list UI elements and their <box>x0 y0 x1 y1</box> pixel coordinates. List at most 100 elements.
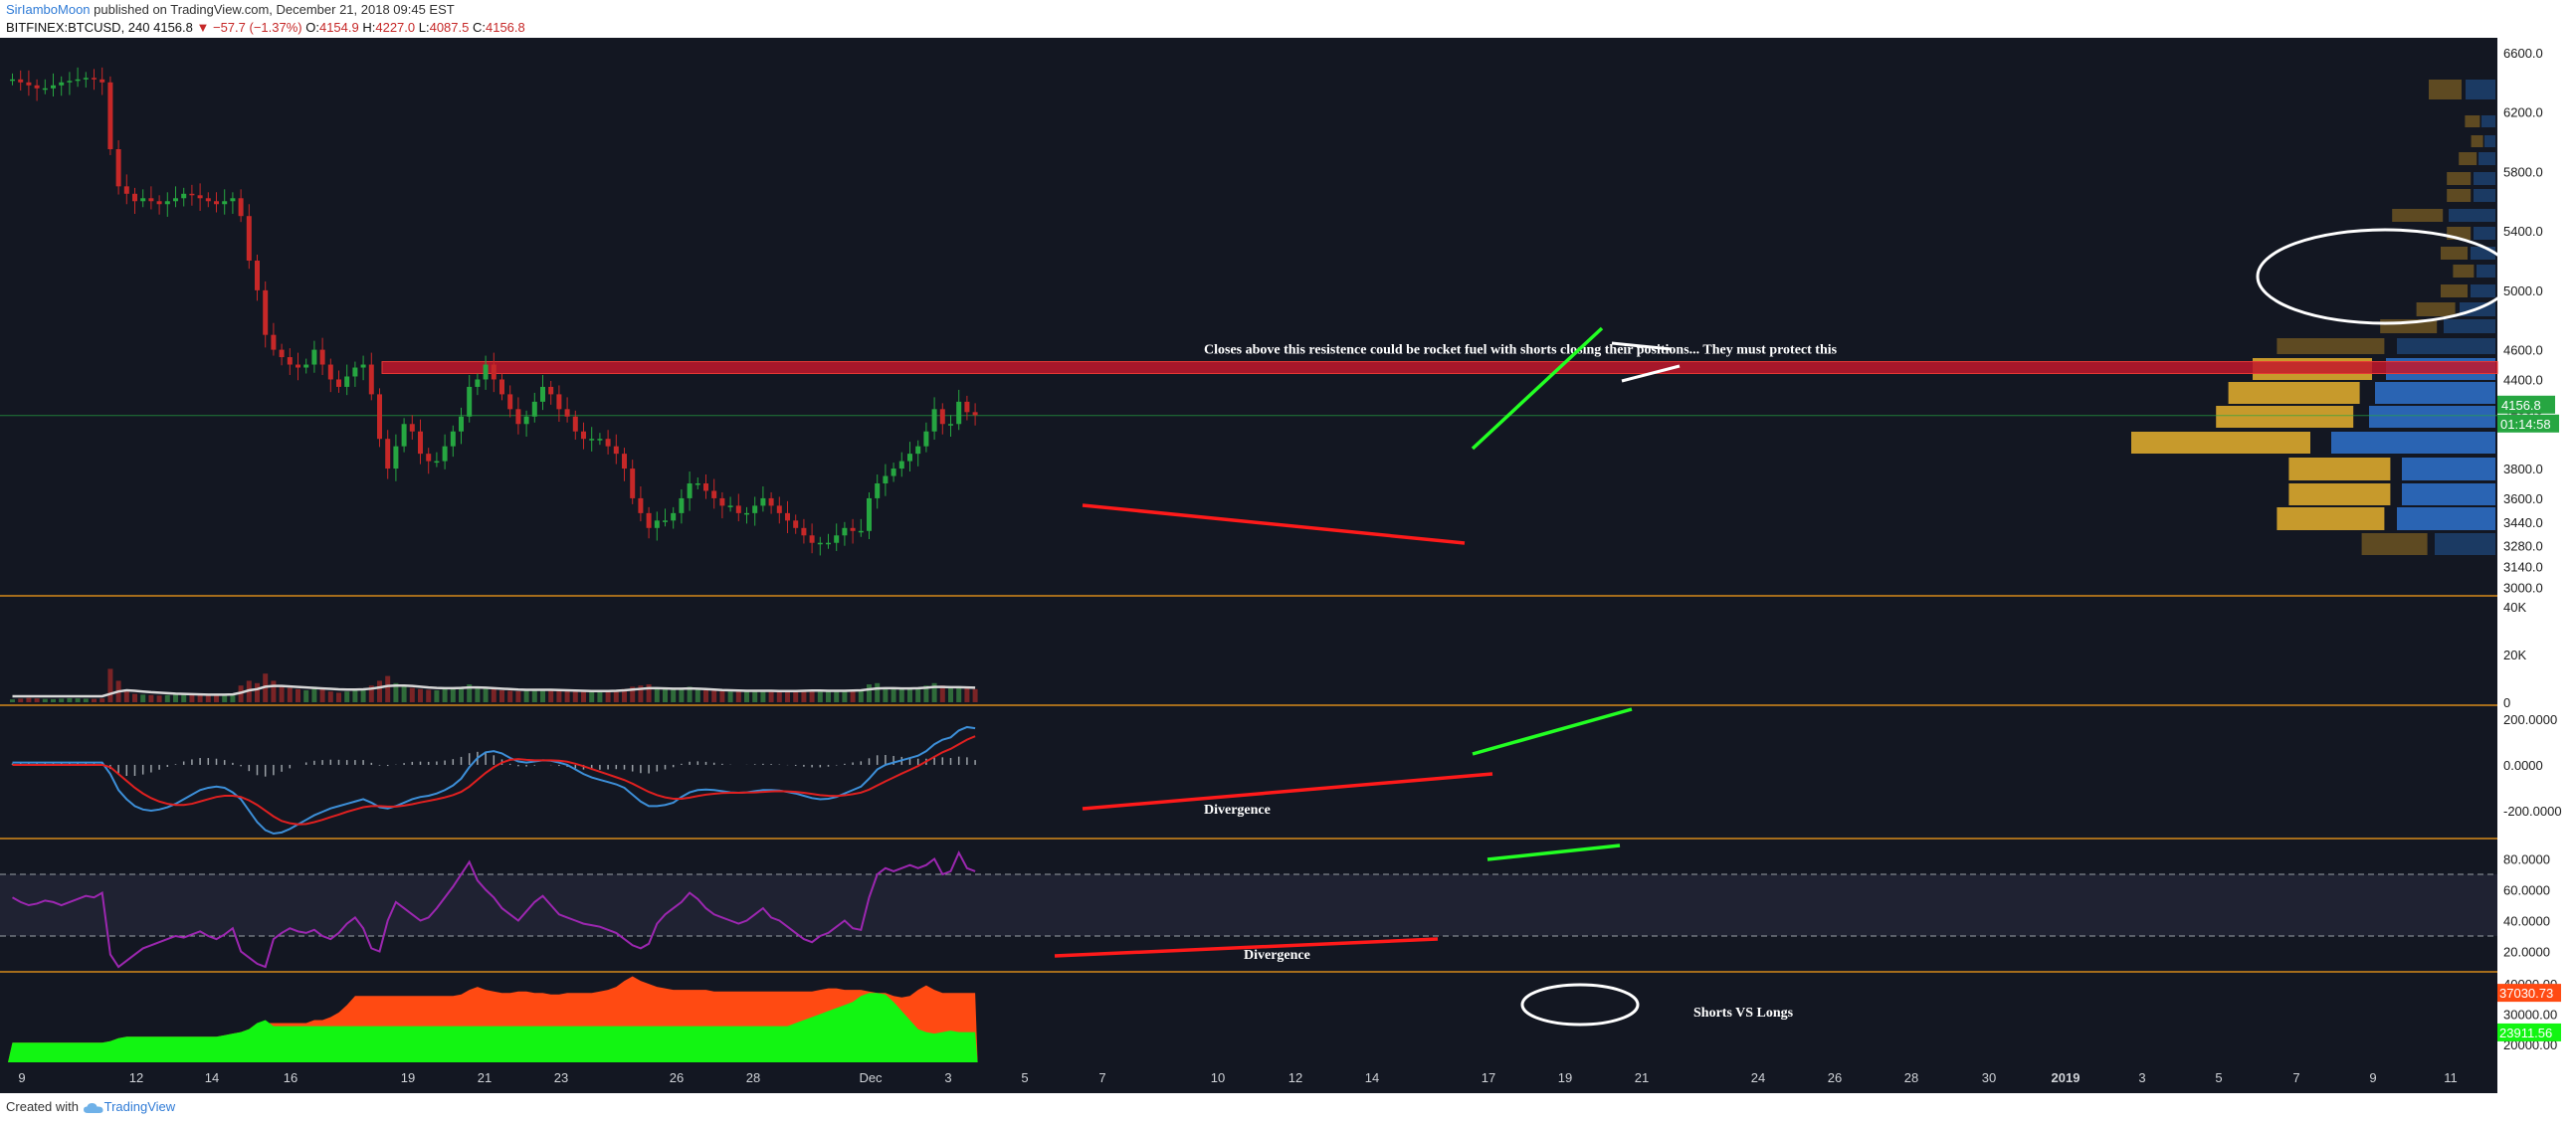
volume-bar[interactable] <box>123 690 129 702</box>
volume-bar[interactable] <box>377 680 382 702</box>
volume-bar[interactable] <box>793 690 799 702</box>
candle[interactable] <box>931 409 937 432</box>
volume-bar[interactable] <box>572 690 578 702</box>
candle[interactable] <box>768 497 774 506</box>
candle[interactable] <box>826 542 831 545</box>
candle[interactable] <box>948 424 953 426</box>
volume-bar[interactable] <box>826 691 831 702</box>
volume-bar[interactable] <box>83 698 89 702</box>
candle[interactable] <box>255 261 260 290</box>
candle[interactable] <box>385 439 391 469</box>
volume-bar[interactable] <box>148 694 154 702</box>
volume-bar[interactable] <box>205 694 211 702</box>
volume-bar[interactable] <box>654 687 660 702</box>
candle[interactable] <box>752 505 758 513</box>
volume-bar[interactable] <box>556 690 562 702</box>
volume-bar[interactable] <box>279 685 285 702</box>
candle[interactable] <box>426 454 432 462</box>
volume-bar[interactable] <box>581 691 586 702</box>
volume-bar[interactable] <box>222 694 228 702</box>
candle[interactable] <box>360 364 366 368</box>
candle[interactable] <box>671 512 677 521</box>
candle[interactable] <box>760 497 766 506</box>
volume-bar[interactable] <box>842 690 848 702</box>
volume-bar[interactable] <box>875 682 881 702</box>
volume-bar[interactable] <box>939 685 945 702</box>
volume-bar[interactable] <box>352 690 358 702</box>
volume-bar[interactable] <box>915 687 921 702</box>
candle[interactable] <box>148 198 154 202</box>
volume-bar[interactable] <box>336 692 341 702</box>
volume-bar[interactable] <box>459 686 464 702</box>
candle[interactable] <box>735 505 741 513</box>
volume-bar[interactable] <box>75 698 81 702</box>
pennant-lower-line[interactable] <box>1621 364 1681 383</box>
volume-bar[interactable] <box>809 689 815 702</box>
rsi-divergence-line[interactable] <box>1054 937 1439 958</box>
candle[interactable] <box>467 386 473 417</box>
candle[interactable] <box>92 78 97 80</box>
volume-bar[interactable] <box>703 690 708 702</box>
volume-bar[interactable] <box>164 694 170 702</box>
candle[interactable] <box>711 490 717 498</box>
macd-divergence-line[interactable] <box>1082 772 1493 811</box>
candle[interactable] <box>679 497 685 513</box>
volume-bar[interactable] <box>132 693 137 702</box>
candle[interactable] <box>891 469 896 476</box>
volume-bar[interactable] <box>785 691 790 702</box>
volume-bar[interactable] <box>515 690 521 702</box>
volume-bar[interactable] <box>434 690 440 702</box>
volume-bar[interactable] <box>923 685 929 702</box>
candle[interactable] <box>499 379 504 395</box>
volume-bar[interactable] <box>630 686 636 702</box>
volume-bar[interactable] <box>752 690 758 702</box>
volume-bar[interactable] <box>589 691 595 702</box>
volume-bar[interactable] <box>426 689 432 702</box>
candle[interactable] <box>597 439 603 441</box>
volume-bar[interactable] <box>409 687 415 702</box>
volume-bar[interactable] <box>597 691 603 702</box>
candle[interactable] <box>605 439 611 447</box>
candle[interactable] <box>727 505 733 507</box>
volume-bar[interactable] <box>613 690 619 702</box>
candle[interactable] <box>401 424 407 447</box>
support-trendline[interactable] <box>1082 503 1466 545</box>
candle[interactable] <box>515 409 521 425</box>
volume-bar[interactable] <box>327 691 333 702</box>
candle[interactable] <box>531 401 537 417</box>
volume-bar[interactable] <box>450 687 456 702</box>
volume-bar[interactable] <box>368 685 374 702</box>
candle[interactable] <box>173 198 178 202</box>
candle[interactable] <box>327 364 333 380</box>
candle[interactable] <box>867 497 872 531</box>
volume-bar[interactable] <box>393 682 399 702</box>
candle[interactable] <box>883 475 889 483</box>
volume-bar[interactable] <box>801 690 807 702</box>
candle[interactable] <box>352 367 358 377</box>
volume-bar[interactable] <box>491 688 496 702</box>
candle[interactable] <box>303 364 309 368</box>
candle[interactable] <box>189 193 195 196</box>
candle[interactable] <box>491 364 496 380</box>
candle[interactable] <box>703 483 708 491</box>
volume-bar[interactable] <box>255 682 260 702</box>
volume-bar[interactable] <box>319 688 325 702</box>
volume-bar[interactable] <box>898 688 904 702</box>
candle[interactable] <box>263 289 269 335</box>
candle[interactable] <box>663 520 668 522</box>
candle[interactable] <box>842 527 848 536</box>
volume-bar[interactable] <box>99 698 105 702</box>
volume-bar[interactable] <box>385 675 391 702</box>
candle[interactable] <box>230 198 236 202</box>
candle[interactable] <box>222 201 228 205</box>
volume-bar[interactable] <box>230 694 236 702</box>
candle[interactable] <box>319 349 325 365</box>
candle[interactable] <box>483 364 489 380</box>
volume-bar[interactable] <box>540 688 545 702</box>
volume-bar[interactable] <box>34 698 40 702</box>
candle[interactable] <box>923 431 929 447</box>
candle[interactable] <box>915 446 921 455</box>
macd-uptrend-line[interactable] <box>1472 707 1633 756</box>
volume-bar[interactable] <box>140 694 146 702</box>
author-link[interactable]: SirIamboMoon <box>6 2 91 17</box>
